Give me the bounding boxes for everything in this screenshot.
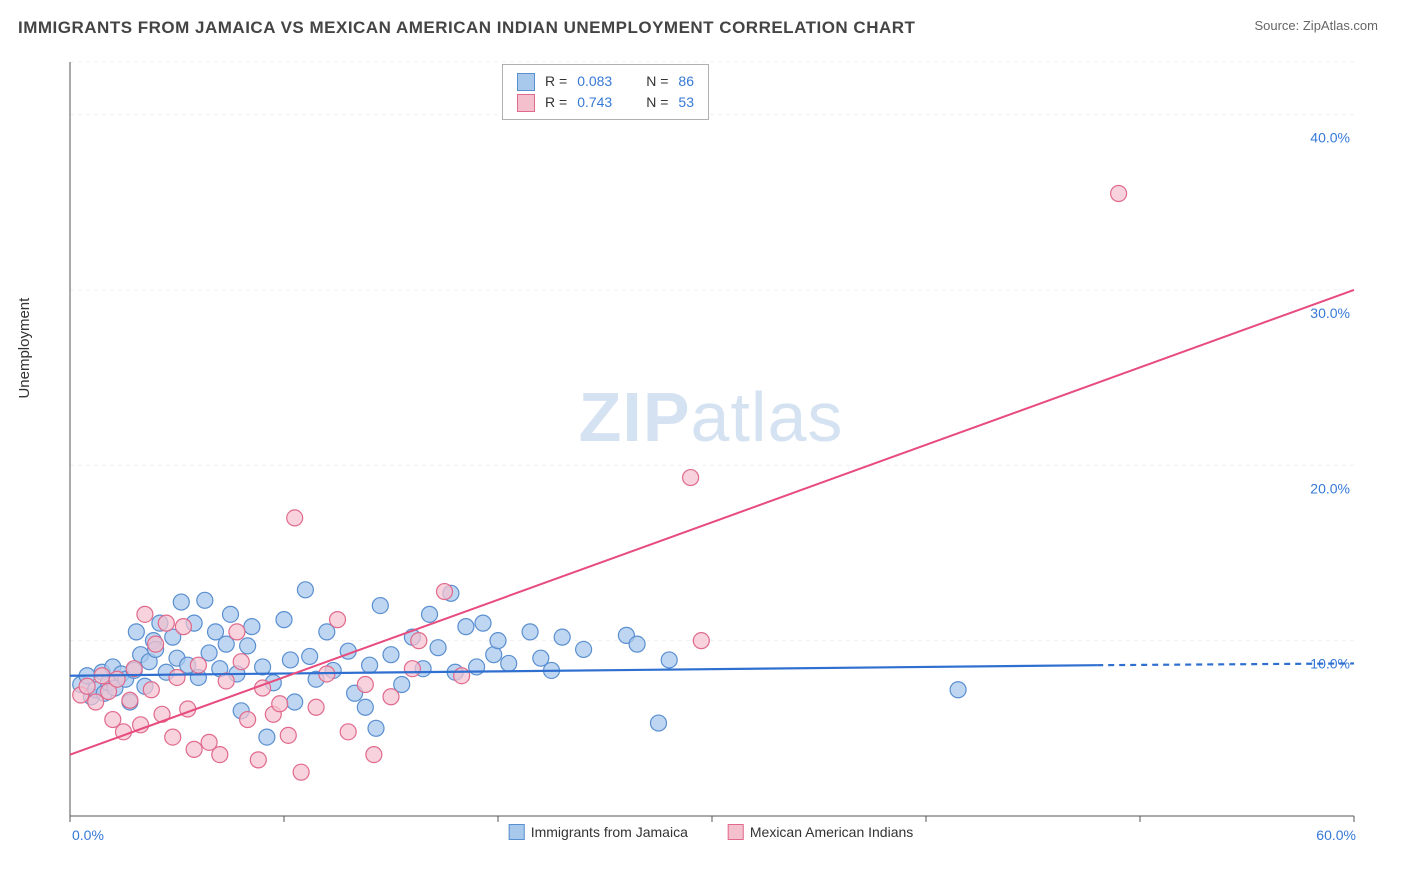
chart-area: Unemployment ZIPatlas 10.0%20.0%30.0%40.…: [46, 54, 1376, 844]
r-value: 0.743: [577, 92, 612, 113]
source-prefix: Source:: [1254, 18, 1302, 33]
legend-label: Mexican American Indians: [750, 824, 913, 840]
legend-swatch: [517, 73, 535, 91]
r-value: 0.083: [577, 71, 612, 92]
n-value: 53: [678, 92, 694, 113]
chart-title: IMMIGRANTS FROM JAMAICA VS MEXICAN AMERI…: [18, 18, 915, 38]
scatter-chart-svg: 10.0%20.0%30.0%40.0%0.0%60.0%: [46, 54, 1376, 844]
stats-legend-row: R = 0.743 N = 53: [517, 92, 694, 113]
series-legend: Immigrants from Jamaica Mexican American …: [509, 824, 914, 840]
legend-label: Immigrants from Jamaica: [531, 824, 688, 840]
svg-text:30.0%: 30.0%: [1310, 305, 1350, 321]
source-attribution: Source: ZipAtlas.com: [1254, 18, 1378, 33]
svg-text:0.0%: 0.0%: [72, 827, 104, 843]
legend-item: Immigrants from Jamaica: [509, 824, 688, 840]
svg-text:60.0%: 60.0%: [1316, 827, 1356, 843]
legend-swatch: [517, 94, 535, 112]
y-axis-label: Unemployment: [16, 298, 33, 399]
stats-legend-row: R = 0.083 N = 86: [517, 71, 694, 92]
n-value: 86: [678, 71, 694, 92]
n-label: N =: [646, 92, 668, 113]
svg-text:40.0%: 40.0%: [1310, 130, 1350, 146]
svg-text:20.0%: 20.0%: [1310, 480, 1350, 496]
legend-item: Mexican American Indians: [728, 824, 913, 840]
r-label: R =: [545, 92, 567, 113]
r-label: R =: [545, 71, 567, 92]
legend-swatch: [509, 824, 525, 840]
chart-header: IMMIGRANTS FROM JAMAICA VS MEXICAN AMERI…: [0, 0, 1406, 38]
n-label: N =: [646, 71, 668, 92]
source-link[interactable]: ZipAtlas.com: [1303, 18, 1378, 33]
legend-swatch: [728, 824, 744, 840]
stats-legend-box: R = 0.083 N = 86 R = 0.743 N = 53: [502, 64, 709, 120]
